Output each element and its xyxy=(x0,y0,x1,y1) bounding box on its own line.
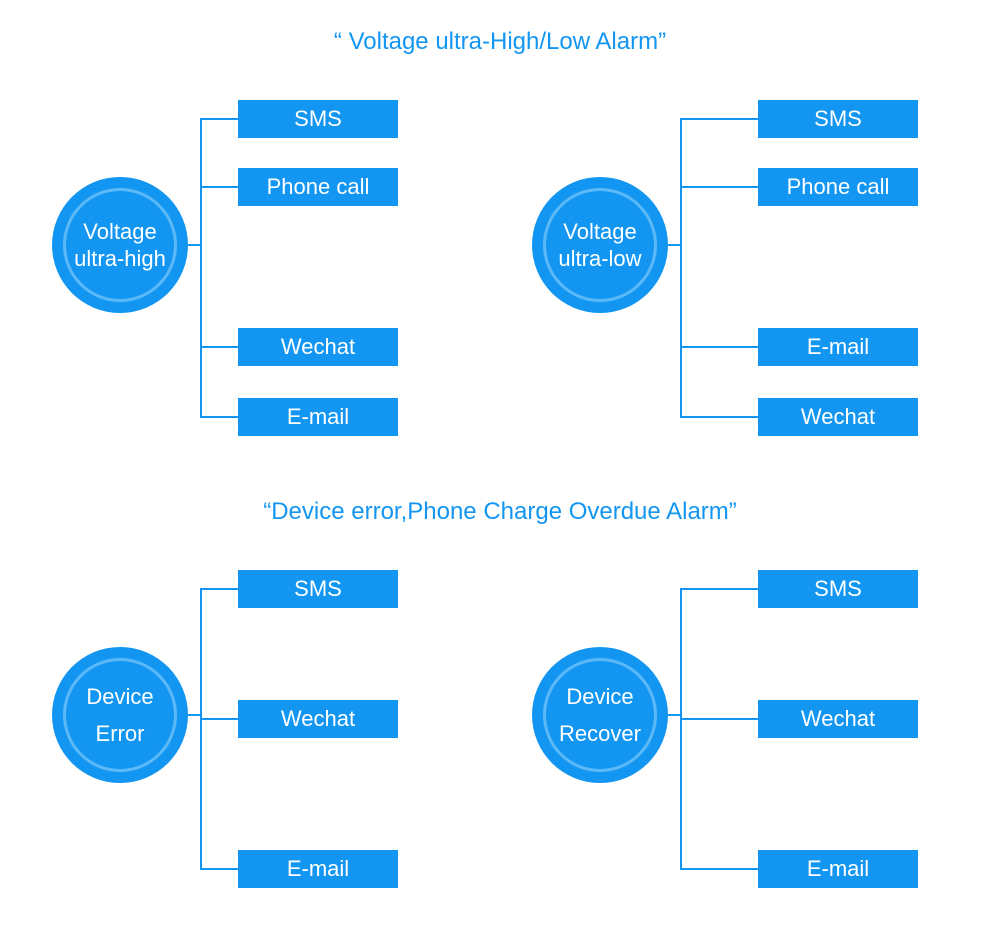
voltage-ultra-high-box-wechat: Wechat xyxy=(238,328,398,366)
device-recover-box-e-mail: E-mail xyxy=(758,850,918,888)
section-title-bottom: “Device error,Phone Charge Overdue Alarm… xyxy=(0,498,1000,526)
voltage-ultra-high-box-label: Phone call xyxy=(267,174,370,200)
device-error-branch-line xyxy=(200,718,238,720)
device-error-stub-line xyxy=(188,714,202,716)
diagram-canvas: “ Voltage ultra-High/Low Alarm” “Device … xyxy=(0,0,1000,927)
voltage-ultra-high-stub-line xyxy=(188,244,202,246)
voltage-ultra-low-branch-line xyxy=(680,346,758,348)
device-error-label: DeviceError xyxy=(86,678,153,753)
device-recover-box-label: SMS xyxy=(814,576,862,602)
voltage-ultra-low-box-label: Phone call xyxy=(787,174,890,200)
device-error-box-wechat: Wechat xyxy=(238,700,398,738)
voltage-ultra-high-branch-line xyxy=(200,346,238,348)
voltage-ultra-high-branch-line xyxy=(200,186,238,188)
section-title-top: “ Voltage ultra-High/Low Alarm” xyxy=(0,28,1000,56)
device-recover-box-label: Wechat xyxy=(801,706,875,732)
device-recover-stub-line xyxy=(668,714,682,716)
voltage-ultra-high-box-label: E-mail xyxy=(287,404,349,430)
device-recover-branch-line xyxy=(680,588,758,590)
device-error-box-sms: SMS xyxy=(238,570,398,608)
device-error-branch-line xyxy=(200,868,238,870)
voltage-ultra-low-node: Voltageultra-low xyxy=(532,177,668,313)
device-error-trunk-line xyxy=(200,589,202,869)
device-error-box-label: Wechat xyxy=(281,706,355,732)
voltage-ultra-low-stub-line xyxy=(668,244,682,246)
voltage-ultra-low-label: Voltageultra-low xyxy=(558,218,641,273)
voltage-ultra-low-box-label: SMS xyxy=(814,106,862,132)
voltage-ultra-high-box-phone-call: Phone call xyxy=(238,168,398,206)
voltage-ultra-low-branch-line xyxy=(680,416,758,418)
device-error-node: DeviceError xyxy=(52,647,188,783)
device-recover-box-label: E-mail xyxy=(807,856,869,882)
voltage-ultra-high-box-label: Wechat xyxy=(281,334,355,360)
voltage-ultra-high-node: Voltageultra-high xyxy=(52,177,188,313)
device-recover-node: DeviceRecover xyxy=(532,647,668,783)
voltage-ultra-low-branch-line xyxy=(680,186,758,188)
voltage-ultra-low-box-phone-call: Phone call xyxy=(758,168,918,206)
device-error-branch-line xyxy=(200,588,238,590)
voltage-ultra-high-box-label: SMS xyxy=(294,106,342,132)
voltage-ultra-high-trunk-line xyxy=(200,119,202,417)
voltage-ultra-low-branch-line xyxy=(680,118,758,120)
device-error-box-label: E-mail xyxy=(287,856,349,882)
voltage-ultra-high-branch-line xyxy=(200,118,238,120)
device-recover-trunk-line xyxy=(680,589,682,869)
voltage-ultra-high-label: Voltageultra-high xyxy=(74,218,166,273)
voltage-ultra-low-box-label: E-mail xyxy=(807,334,869,360)
device-error-box-label: SMS xyxy=(294,576,342,602)
device-recover-label: DeviceRecover xyxy=(559,678,641,753)
device-recover-branch-line xyxy=(680,718,758,720)
device-recover-branch-line xyxy=(680,868,758,870)
voltage-ultra-low-box-e-mail: E-mail xyxy=(758,328,918,366)
voltage-ultra-low-box-wechat: Wechat xyxy=(758,398,918,436)
voltage-ultra-low-box-sms: SMS xyxy=(758,100,918,138)
device-error-box-e-mail: E-mail xyxy=(238,850,398,888)
voltage-ultra-high-box-e-mail: E-mail xyxy=(238,398,398,436)
device-recover-box-sms: SMS xyxy=(758,570,918,608)
voltage-ultra-low-box-label: Wechat xyxy=(801,404,875,430)
voltage-ultra-low-trunk-line xyxy=(680,119,682,417)
device-recover-box-wechat: Wechat xyxy=(758,700,918,738)
voltage-ultra-high-box-sms: SMS xyxy=(238,100,398,138)
voltage-ultra-high-branch-line xyxy=(200,416,238,418)
